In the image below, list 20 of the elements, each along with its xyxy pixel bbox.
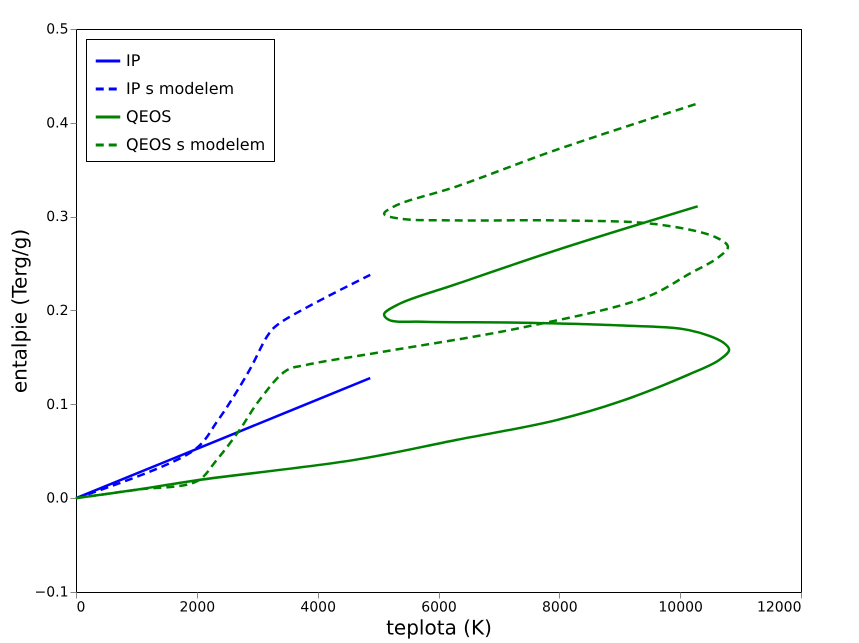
legend-label: IP s modelem xyxy=(126,79,234,98)
y-tick-label: 0.2 xyxy=(46,303,68,319)
y-tick-label: 0.1 xyxy=(46,396,68,413)
x-tick-label: 8000 xyxy=(542,600,578,616)
legend-label: QEOS xyxy=(126,107,172,126)
y-tick-label: 0.5 xyxy=(46,22,68,38)
x-tick-label: 4000 xyxy=(300,600,336,616)
y-tick-label: 0.4 xyxy=(46,115,69,132)
x-tick-label: 0 xyxy=(76,600,86,616)
y-axis-title: entalpie (Terg/g) xyxy=(8,228,32,394)
legend-label: QEOS s modelem xyxy=(126,135,266,154)
y-tick-label: 0.3 xyxy=(46,209,68,226)
y-tick-label: −0.1 xyxy=(34,584,68,600)
y-tick-label: 0.0 xyxy=(46,490,68,507)
x-tick-label: 12000 xyxy=(756,600,802,616)
x-axis-title: teplota (K) xyxy=(386,616,492,640)
x-tick-label: 2000 xyxy=(180,600,216,616)
legend-label: IP xyxy=(126,51,141,70)
x-tick-label: 6000 xyxy=(421,600,457,616)
x-tick-label: 10000 xyxy=(658,600,703,616)
